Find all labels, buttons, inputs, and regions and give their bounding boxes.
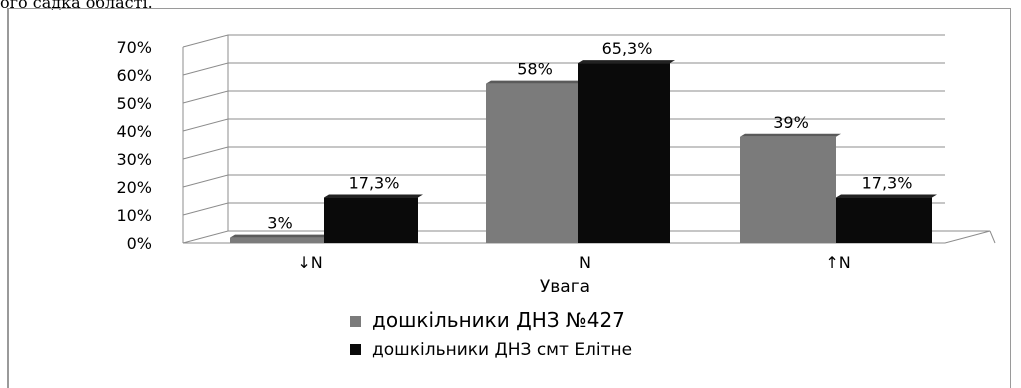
chart-axes	[182, 35, 996, 244]
bar-top	[836, 194, 937, 198]
y-tick-label: 30%	[116, 150, 152, 169]
y-tick-label: 70%	[116, 38, 152, 57]
bar-top	[486, 80, 583, 84]
chart-frame	[7, 8, 1011, 388]
bar	[486, 83, 578, 243]
x-tick-label: N	[579, 253, 591, 272]
data-label: 17,3%	[862, 174, 913, 193]
data-labels: 3% 17,3% 58% 65,3% 39% 17,3%	[267, 39, 912, 232]
floor-edge	[989, 230, 996, 244]
y-tick-label: 60%	[116, 66, 152, 85]
y-tick-label: 40%	[116, 122, 152, 141]
y-axis-ticks: 0% 10% 20% 30% 40% 50% 60% 70%	[116, 38, 152, 253]
y-tick-label: 10%	[116, 206, 152, 225]
data-label: 65,3%	[602, 39, 653, 58]
legend-label: дошкільники ДНЗ смт Елітне	[372, 340, 632, 360]
bar-top	[578, 60, 675, 64]
bar-top	[740, 133, 841, 137]
x-tick-label: ↑N	[825, 253, 850, 272]
bar	[230, 237, 324, 243]
legend-label: дошкільники ДНЗ №427	[372, 308, 625, 332]
legend-swatch	[350, 316, 361, 327]
x-axis-ticks: ↓N N ↑N	[297, 253, 850, 272]
bar	[578, 63, 670, 243]
x-tick-label: ↓N	[297, 253, 322, 272]
y-tick-label: 0%	[127, 234, 152, 253]
data-label: 39%	[773, 113, 809, 132]
chart-legend: дошкільники ДНЗ №427 дошкільники ДНЗ смт …	[350, 308, 632, 360]
bar-chart: 0%10%20%30%40%50%60%70% 3%17,3%58%65,3%3…	[116, 34, 996, 360]
y-tick-label: 50%	[116, 94, 152, 113]
bar-top	[230, 234, 329, 238]
gridline	[182, 34, 945, 48]
bar	[324, 197, 418, 243]
bar	[836, 197, 932, 243]
data-label: 58%	[517, 60, 553, 79]
data-label: 17,3%	[349, 174, 400, 193]
legend-swatch	[350, 344, 361, 355]
gridline	[182, 62, 945, 76]
bar	[740, 136, 836, 243]
data-label: 3%	[267, 214, 292, 233]
bar-top	[324, 194, 423, 198]
page-top-text: ого садка області.	[0, 0, 153, 12]
x-axis-title: Увага	[540, 277, 590, 297]
y-tick-label: 20%	[116, 178, 152, 197]
chart-bars	[230, 60, 937, 243]
